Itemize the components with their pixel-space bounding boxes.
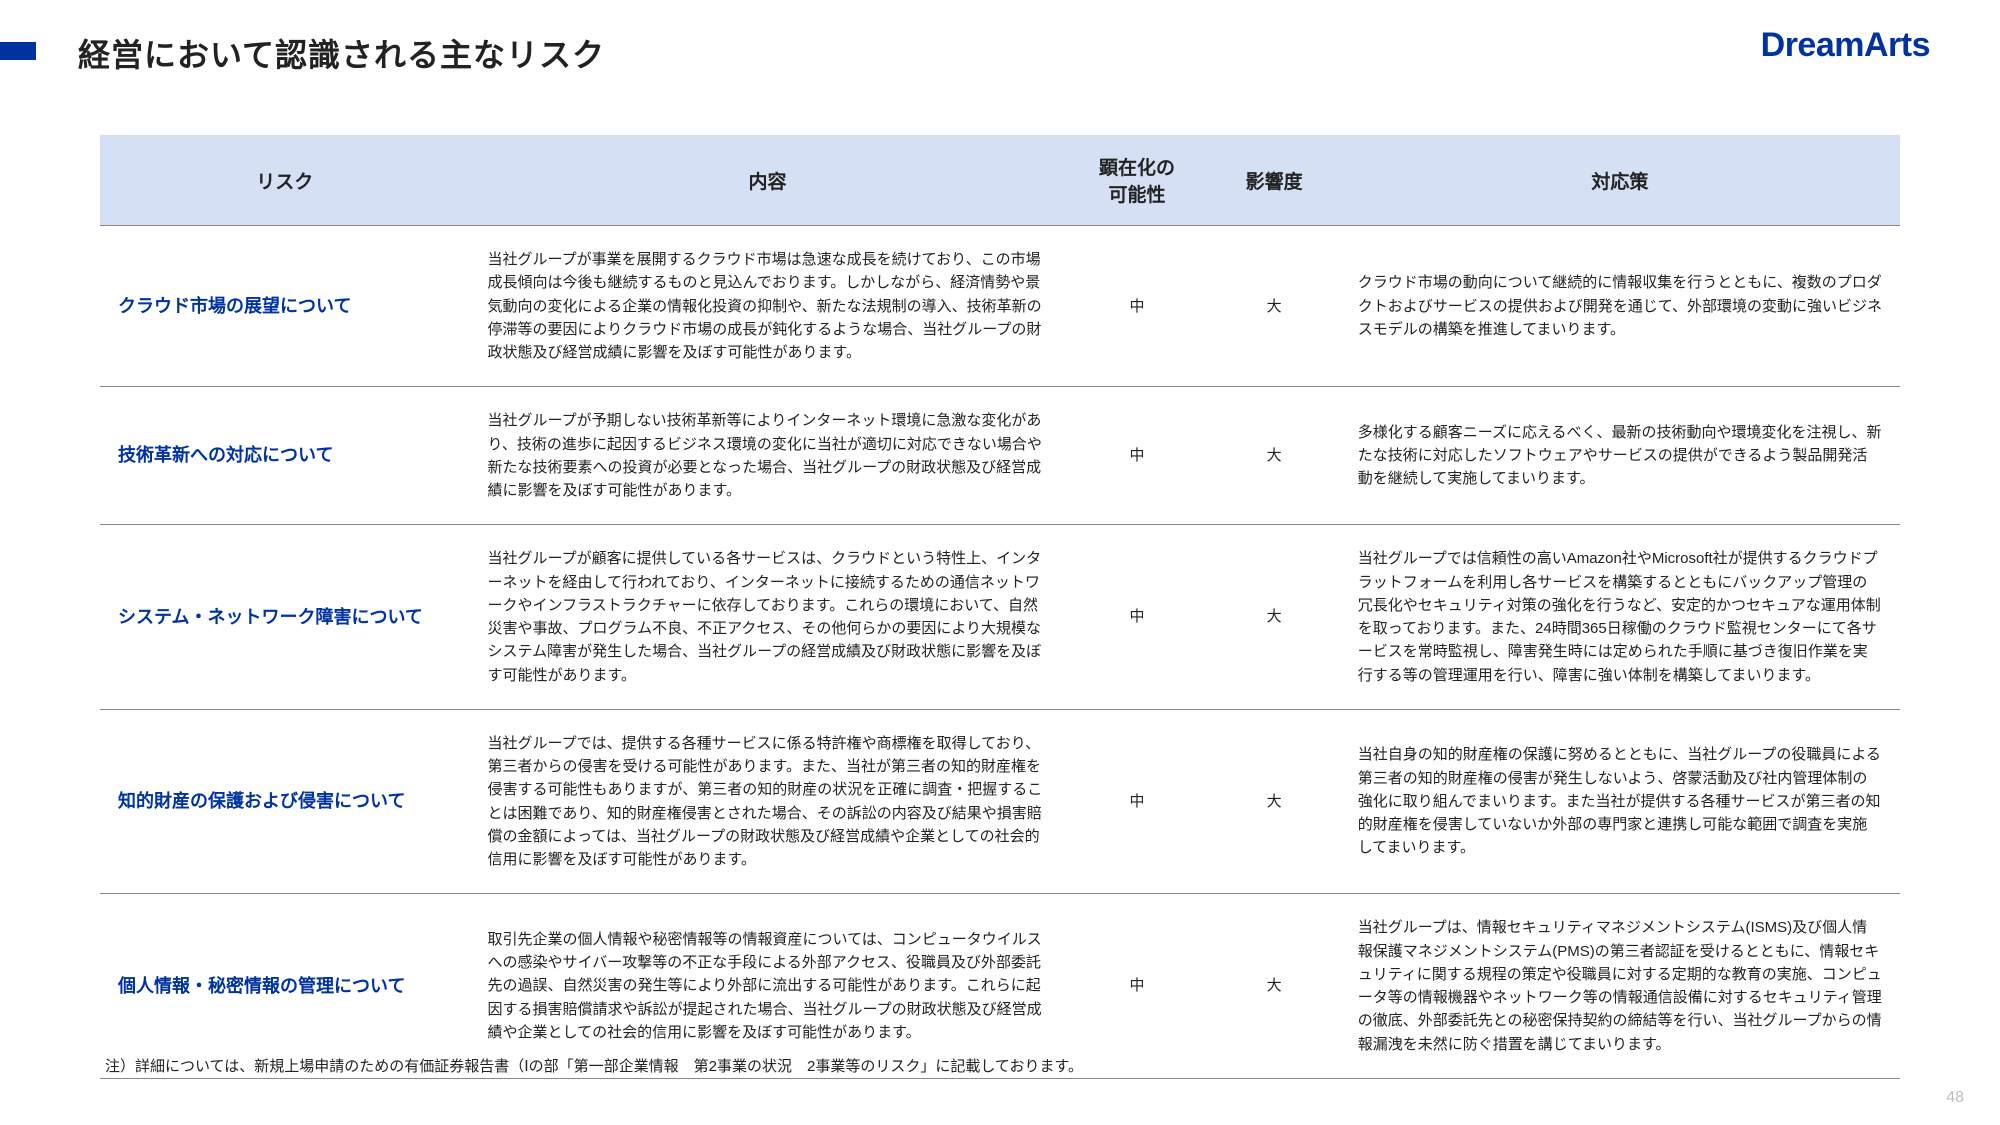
page-number: 48: [1946, 1089, 1964, 1107]
prob-cell: 中: [1066, 894, 1209, 1079]
prob-cell: 中: [1066, 525, 1209, 710]
table-row: 知的財産の保護および侵害について当社グループでは、提供する各種サービスに係る特許…: [100, 709, 1900, 894]
impact-cell: 大: [1209, 709, 1340, 894]
content-cell: 当社グループが予期しない技術革新等によりインターネット環境に急激な変化があり、技…: [470, 387, 1066, 525]
measure-cell: 当社自身の知的財産権の保護に努めるとともに、当社グループの役職員による第三者の知…: [1340, 709, 1900, 894]
table-row: 技術革新への対応について当社グループが予期しない技術革新等によりインターネット環…: [100, 387, 1900, 525]
table-row: クラウド市場の展望について当社グループが事業を展開するクラウド市場は急速な成長を…: [100, 226, 1900, 387]
measure-cell: 当社グループでは信頼性の高いAmazon社やMicrosoft社が提供するクラウ…: [1340, 525, 1900, 710]
col-impact: 影響度: [1209, 135, 1340, 226]
risk-cell: クラウド市場の展望について: [100, 226, 470, 387]
table-body: クラウド市場の展望について当社グループが事業を展開するクラウド市場は急速な成長を…: [100, 226, 1900, 1079]
col-risk: リスク: [100, 135, 470, 226]
risk-name: 知的財産の保護および侵害について: [118, 788, 452, 815]
risk-name: 個人情報・秘密情報の管理について: [118, 973, 452, 1000]
logo: DreamArts: [1761, 26, 1930, 65]
risk-cell: 技術革新への対応について: [100, 387, 470, 525]
prob-cell: 中: [1066, 709, 1209, 894]
impact-cell: 大: [1209, 525, 1340, 710]
measure-cell: クラウド市場の動向について継続的に情報収集を行うとともに、複数のプロダクトおよび…: [1340, 226, 1900, 387]
content-cell: 当社グループが顧客に提供している各サービスは、クラウドという特性上、インターネッ…: [470, 525, 1066, 710]
risk-name: 技術革新への対応について: [118, 442, 452, 469]
risk-cell: 知的財産の保護および侵害について: [100, 709, 470, 894]
accent-bar: [0, 42, 36, 60]
content-cell: 当社グループが事業を展開するクラウド市場は急速な成長を続けており、この市場成長傾…: [470, 226, 1066, 387]
measure-cell: 当社グループは、情報セキュリティマネジメントシステム(ISMS)及び個人情報保護…: [1340, 894, 1900, 1079]
col-measure: 対応策: [1340, 135, 1900, 226]
page-title: 経営において認識される主なリスク: [78, 30, 605, 76]
impact-cell: 大: [1209, 894, 1340, 1079]
impact-cell: 大: [1209, 226, 1340, 387]
col-content: 内容: [470, 135, 1066, 226]
col-prob: 顕在化の 可能性: [1066, 135, 1209, 226]
risk-name: システム・ネットワーク障害について: [118, 604, 452, 631]
content-cell: 取引先企業の個人情報や秘密情報等の情報資産については、コンピュータウイルスへの感…: [470, 894, 1066, 1079]
measure-cell: 多様化する顧客ニーズに応えるべく、最新の技術動向や環境変化を注視し、新たな技術に…: [1340, 387, 1900, 525]
table-row: システム・ネットワーク障害について当社グループが顧客に提供している各サービスは、…: [100, 525, 1900, 710]
table-header-row: リスク 内容 顕在化の 可能性 影響度 対応策: [100, 135, 1900, 226]
footnote: 注）詳細については、新規上場申請のための有価証券報告書（Ⅰの部「第一部企業情報 …: [105, 1055, 1083, 1076]
content-cell: 当社グループでは、提供する各種サービスに係る特許権や商標権を取得しており、第三者…: [470, 709, 1066, 894]
risk-name: クラウド市場の展望について: [118, 293, 452, 320]
table-row: 個人情報・秘密情報の管理について取引先企業の個人情報や秘密情報等の情報資産につい…: [100, 894, 1900, 1079]
risk-cell: 個人情報・秘密情報の管理について: [100, 894, 470, 1079]
prob-cell: 中: [1066, 226, 1209, 387]
risk-cell: システム・ネットワーク障害について: [100, 525, 470, 710]
risk-table: リスク 内容 顕在化の 可能性 影響度 対応策 クラウド市場の展望について当社グ…: [100, 135, 1900, 1079]
prob-cell: 中: [1066, 387, 1209, 525]
impact-cell: 大: [1209, 387, 1340, 525]
